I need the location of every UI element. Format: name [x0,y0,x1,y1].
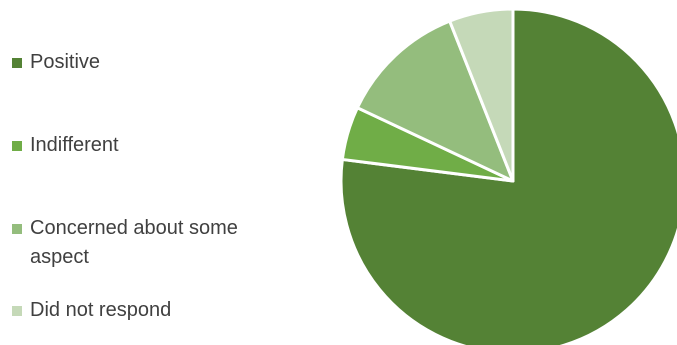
pie-slice-positive [339,7,677,345]
legend-label-concerned: Concerned about some aspect [30,217,238,268]
pie-slice-concerned-about-some-aspect [355,19,515,183]
legend-item-positive: Positive [12,48,250,77]
legend-label-did-not-respond: Did not respond [30,299,172,321]
legend-swatch-did-not-respond [12,306,22,316]
pie-plot [339,7,677,345]
legend-swatch-positive [12,58,22,68]
legend-item-concerned: Concerned about some aspect [12,214,250,272]
legend-label-positive: Positive [30,51,101,73]
pie-slice-did-not-respond [448,7,515,183]
legend-item-indifferent: Indifferent [12,131,250,160]
legend-label-indifferent: Indifferent [30,134,119,156]
legend-item-did-not-respond: Did not respond [12,296,250,325]
legend-swatch-indifferent [12,141,22,151]
chart-legend: Positive Indifferent Concerned about som… [0,0,300,345]
legend-swatch-concerned [12,224,22,234]
